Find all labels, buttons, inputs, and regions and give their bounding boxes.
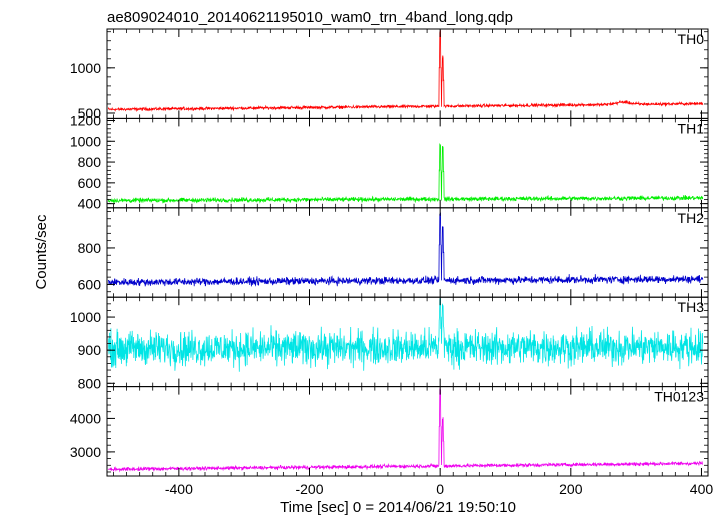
- y-tick-label: 800: [78, 240, 102, 256]
- panel-frame-th1: [106, 117, 709, 209]
- panel-frame-th0123: [106, 386, 709, 477]
- x-tick-label: -400: [165, 481, 193, 497]
- y-tick-label: 3000: [70, 444, 101, 460]
- x-tick-label: 400: [690, 481, 714, 497]
- y-tick-label: 500: [78, 105, 102, 121]
- series-line-th3: [107, 297, 704, 372]
- y-tick-label: 1000: [70, 309, 101, 325]
- panel-label-th3: TH3: [678, 299, 705, 315]
- y-tick-label: 900: [78, 342, 102, 358]
- panel-label-th1: TH1: [678, 120, 705, 136]
- panel-label-th2: TH2: [678, 210, 705, 226]
- series-line-th0: [107, 30, 704, 113]
- y-tick-label: 1000: [70, 133, 101, 149]
- y-tick-label: 400: [78, 196, 102, 212]
- x-tick-label: -200: [295, 481, 323, 497]
- y-tick-label: 4000: [70, 410, 101, 426]
- chart-title: ae809024010_20140621195010_wam0_trn_4ban…: [107, 9, 513, 26]
- panels-group: TH0 500 1000 TH1 400 600 800 1000 1200 TH2 600 800 T…: [70, 28, 714, 497]
- y-axis-label: Counts/sec: [33, 214, 50, 290]
- y-tick-label: 1200: [70, 112, 101, 128]
- x-tick-label: 200: [559, 481, 583, 497]
- series-line-th1: [107, 143, 704, 204]
- x-tick-label: 0: [436, 481, 444, 497]
- x-axis-label: Time [sec] 0 = 2014/06/21 19:50:10: [280, 499, 516, 516]
- panel-label-th0: TH0: [678, 31, 705, 47]
- y-tick-label: 600: [78, 175, 102, 191]
- y-tick-label: 1000: [70, 60, 101, 76]
- y-tick-label: 800: [78, 154, 102, 170]
- series-line-th0123: [107, 388, 703, 473]
- y-tick-label: 800: [78, 375, 102, 391]
- panel-label-th0123: TH0123: [654, 389, 704, 405]
- y-tick-label: 600: [78, 276, 102, 292]
- series-line-th2: [107, 212, 704, 287]
- panel-frame-th2: [106, 207, 709, 298]
